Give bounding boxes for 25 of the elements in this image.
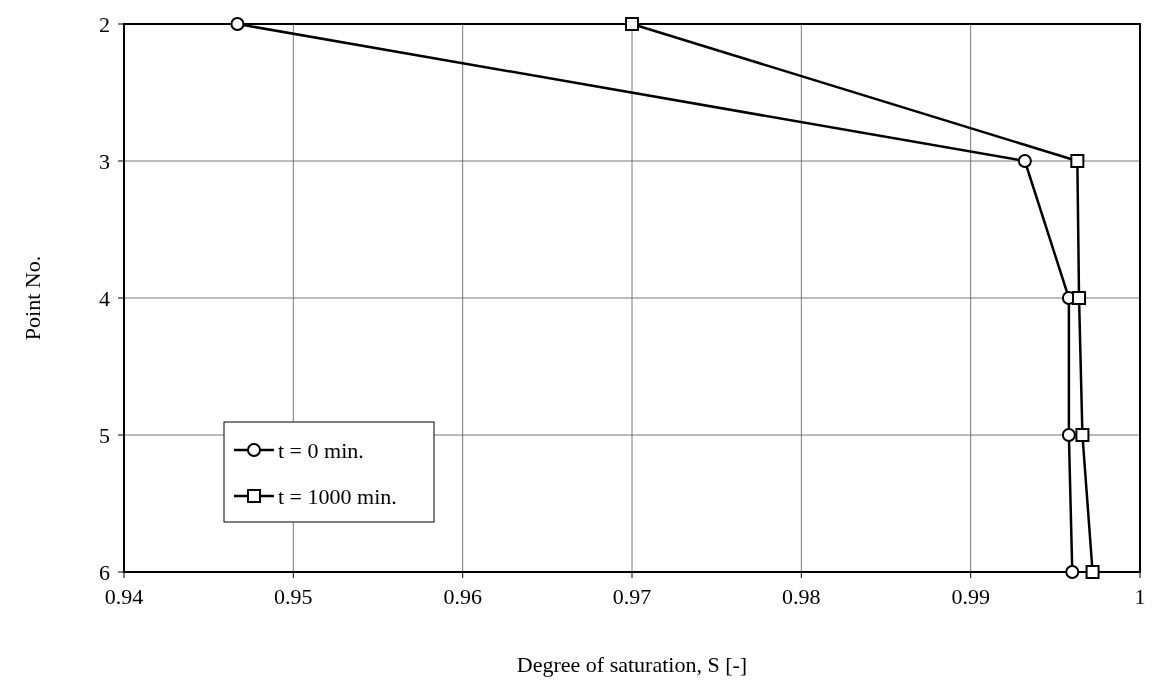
y-tick-label: 6	[99, 559, 110, 585]
y-axis-title: Point No.	[20, 255, 45, 341]
point	[1072, 291, 1087, 305]
y-tick-label: 2	[99, 11, 110, 37]
x-tick-label: 0.98	[782, 584, 821, 609]
y-tick-label: 3	[99, 148, 110, 174]
y-tick-label: 5	[99, 422, 110, 448]
point	[1065, 565, 1080, 579]
legend-label: t = 1000 min.	[278, 483, 397, 509]
x-tick-label: 0.94	[104, 584, 144, 609]
point	[1061, 428, 1076, 442]
x-tick-label: 0.96	[443, 584, 482, 609]
point	[1017, 154, 1032, 168]
point	[1070, 154, 1085, 168]
point	[1075, 428, 1090, 442]
y-tick-label: 4	[99, 285, 110, 311]
x-tick-label: 0.95	[274, 584, 313, 609]
point	[230, 17, 245, 31]
point	[1085, 565, 1100, 579]
x-axis-title: Degree of saturation, S [-]	[516, 652, 748, 677]
point	[625, 17, 639, 31]
x-tick-label: 1	[1134, 584, 1146, 609]
x-tick-label: 0.97	[612, 584, 652, 609]
x-tick-label: 0.99	[951, 584, 990, 609]
legend-label: t = 0 min.	[278, 437, 364, 463]
